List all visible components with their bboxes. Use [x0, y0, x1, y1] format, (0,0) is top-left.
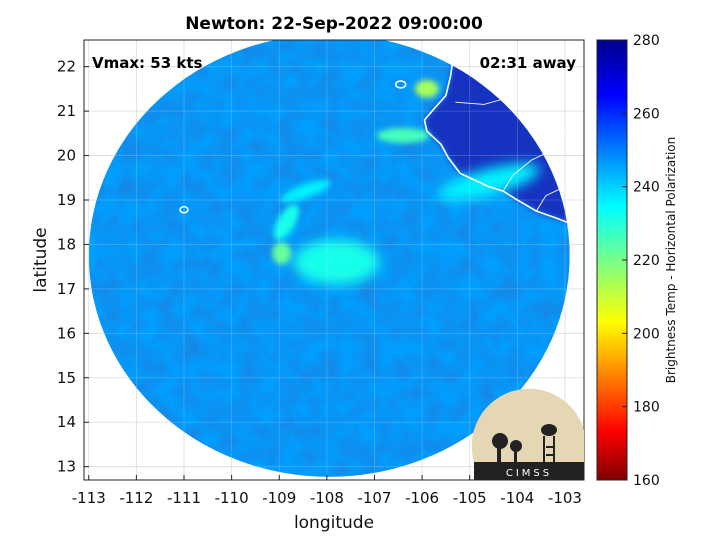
y-tick-label: 13: [57, 458, 76, 476]
x-tick-label: -104: [500, 489, 534, 507]
time-away-annotation: 02:31 away: [480, 54, 577, 72]
y-tick-label: 22: [57, 58, 76, 76]
storm-features: [272, 80, 540, 285]
feature-coast-east: [438, 163, 540, 201]
colorbar-ticks: 160 180 200 220 240 260 280: [622, 33, 660, 489]
vmax-annotation: Vmax: 53 kts: [92, 54, 202, 72]
x-tick-label: -113: [72, 489, 106, 507]
y-tick-label: 14: [57, 413, 76, 431]
x-tick-label: -103: [548, 489, 582, 507]
cimss-logo-text: CIMSS: [506, 468, 552, 479]
x-axis-label: longitude: [294, 513, 374, 533]
y-axis-label: latitude: [31, 227, 51, 292]
colorbar: 160 180 200 220 240 260 280 Brightness Temp - …: [596, 33, 678, 489]
colorbar-label: Brightness Temp - Horizontal Polarizatio…: [664, 137, 678, 384]
colorbar-tick-label: 280: [633, 33, 660, 49]
y-axis-ticks: 13 14 15 16 17 18 19 20 21 22: [57, 58, 89, 476]
colorbar-tick-label: 260: [633, 106, 660, 122]
y-tick-label: 19: [57, 191, 76, 209]
island-socorro: [179, 206, 189, 214]
chart-title: Newton: 22-Sep-2022 09:00:00: [185, 14, 483, 34]
colorbar-tick-label: 220: [633, 253, 660, 269]
feature-cell-coast: [376, 128, 430, 144]
colorbar-tick-label: 180: [633, 400, 660, 416]
x-tick-label: -105: [453, 489, 487, 507]
x-tick-label: -111: [167, 489, 201, 507]
feature-band-arc: [273, 204, 299, 241]
island-marias: [394, 80, 407, 89]
x-tick-label: -107: [357, 489, 391, 507]
coastline: [423, 40, 584, 230]
y-tick-label: 17: [57, 280, 76, 298]
y-tick-label: 18: [57, 235, 76, 253]
plot-area: -113 -112 -111 -110 -109 -108 -107 -106 -105 -104…: [57, 39, 585, 507]
colorbar-tick-label: 160: [633, 473, 660, 489]
x-tick-label: -109: [262, 489, 296, 507]
plot-frame: [83, 39, 585, 481]
feature-band-north: [280, 180, 331, 203]
x-tick-label: -112: [119, 489, 153, 507]
colorbar-tick-label: 240: [633, 180, 660, 196]
x-tick-label: -108: [310, 489, 344, 507]
colorbar-tick-label: 200: [633, 326, 660, 342]
x-tick-label: -106: [405, 489, 439, 507]
x-tick-label: -110: [215, 489, 249, 507]
y-tick-label: 20: [57, 147, 76, 165]
state-borders: [455, 53, 584, 212]
x-axis-ticks: -113 -112 -111 -110 -109 -108 -107 -106 -105 -104…: [72, 475, 582, 507]
y-tick-label: 16: [57, 324, 76, 342]
y-tick-label: 21: [57, 102, 76, 120]
cimss-logo: CIMSS: [471, 388, 584, 480]
y-tick-label: 15: [57, 369, 76, 387]
feature-band-west: [272, 242, 292, 265]
feature-eyewall: [293, 240, 380, 285]
feature-cell-north: [414, 80, 439, 98]
